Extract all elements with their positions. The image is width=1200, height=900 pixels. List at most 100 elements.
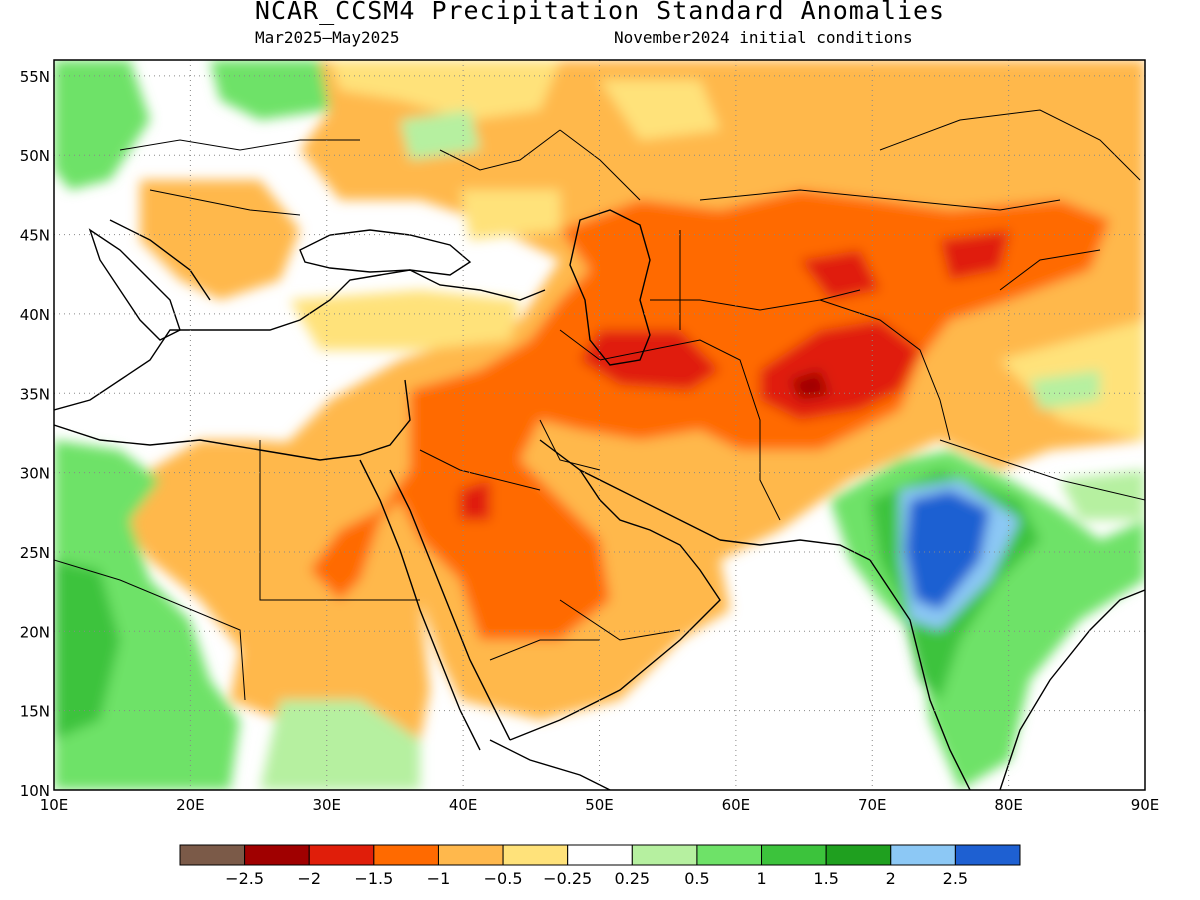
color-legend: −2.5 −2 −1.5 −1 −0.5 −0.25 0.25 0.5 1 1.5 2 2.5 [179,844,1021,888]
lon-tick-label: 10E [40,796,69,814]
legend-label: −2.5 [225,869,264,888]
border [259,440,420,601]
wet-area [400,110,480,160]
lon-tick-label: 60E [722,796,751,814]
legend-label: 2 [886,869,896,888]
border [439,129,561,171]
weak-dry-area [600,80,720,140]
moderate-dry-area [310,190,1110,640]
adriatic-coast [109,219,211,301]
wet-area [54,60,150,190]
map-title: NCAR_CCSM4 Precipitation Standard Anomal… [254,0,946,25]
legend-label: −0.25 [543,869,592,888]
border [559,329,781,521]
country-borders [54,109,1145,701]
dry-anomaly-area [200,440,430,640]
strong-dry-area [940,230,1010,280]
lat-tick-label: 50N [20,147,50,165]
lon-tick-label: 80E [994,796,1023,814]
border [699,189,1061,211]
border [419,449,541,491]
caspian-sea-coast [569,209,651,366]
forecast-period: Mar2025—May2025 [255,28,400,47]
legend-swatch [567,844,633,866]
india-east-coast [999,589,1145,790]
legend-swatch [308,844,375,866]
legend-label: −1 [427,869,451,888]
strong-dry-area [460,480,490,520]
legend-label: 2.5 [943,869,968,888]
border [939,439,1145,501]
weak-dry-area [290,290,520,350]
legend-swatch [696,844,763,866]
legend-swatch [825,844,892,866]
border [54,559,246,701]
lat-tick-label: 45N [20,227,50,245]
lat-tick-label: 55N [20,68,50,86]
border [559,599,681,641]
legend-label: −0.5 [484,869,523,888]
legend-label: 0.5 [684,869,709,888]
legend-swatch [631,844,698,866]
africa-north-coast [54,379,411,461]
map-frame [53,59,1146,791]
border [819,299,951,441]
dry-anomaly-area [140,180,300,300]
legend-swatch [244,844,310,866]
gulf-coast [539,439,721,541]
horn-coast [489,739,611,790]
weak-dry-area [460,190,560,240]
legend-swatch [954,844,1021,866]
lat-tick-label: 30N [20,465,50,483]
lon-tick-label: 40E [449,796,478,814]
lon-tick-label: 20E [176,796,205,814]
wet-area [1060,470,1145,520]
gridlines [54,60,1145,790]
initial-conditions: November2024 initial conditions [614,28,913,47]
legend-label: −2 [297,869,321,888]
legend-swatch [761,844,827,866]
lon-tick-label: 30E [312,796,341,814]
legend-label: 1.5 [813,869,838,888]
wet-area [210,60,330,120]
lat-tick-label: 15N [20,703,50,721]
lon-tick-label: 50E [585,796,614,814]
legend-label: 1 [756,869,766,888]
very-wet-area [905,490,990,610]
border [119,139,360,151]
india-coast [869,559,971,790]
lon-tick-label: 70E [858,796,887,814]
lat-tick-label: 10N [20,782,50,800]
axis-ticks: 10E 20E 30E 40E 50E 60E 70E 80E 90E 10N 15N 20N 25N 3… [20,68,1160,814]
anomaly-field [54,60,1145,790]
legend-swatch [179,844,246,866]
border [489,639,600,661]
lat-tick-label: 35N [20,385,50,403]
iran-south-coast [719,539,871,561]
border [650,289,861,311]
legend-swatch [890,844,956,866]
strong-dry-area [580,330,720,390]
legend-swatch [502,844,569,866]
lat-tick-label: 25N [20,544,50,562]
strong-dry-area [800,250,880,300]
lat-tick-label: 40N [20,306,50,324]
red-sea-coast [389,469,511,741]
wet-area [260,700,420,790]
legend-swatch [437,844,504,866]
border [999,249,1101,291]
border [879,109,1141,181]
black-sea-coast [299,229,472,276]
red-sea-coast [359,459,481,751]
legend-swatch [373,844,439,866]
severe-dry-area [790,370,830,400]
lat-tick-label: 20N [20,623,50,641]
europe-coast [54,269,546,411]
lon-tick-label: 90E [1131,796,1160,814]
weak-dry-area [330,60,560,120]
wet-area [54,560,120,740]
legend-label: −1.5 [354,869,393,888]
border [149,189,301,216]
legend-label: 0.25 [614,869,650,888]
